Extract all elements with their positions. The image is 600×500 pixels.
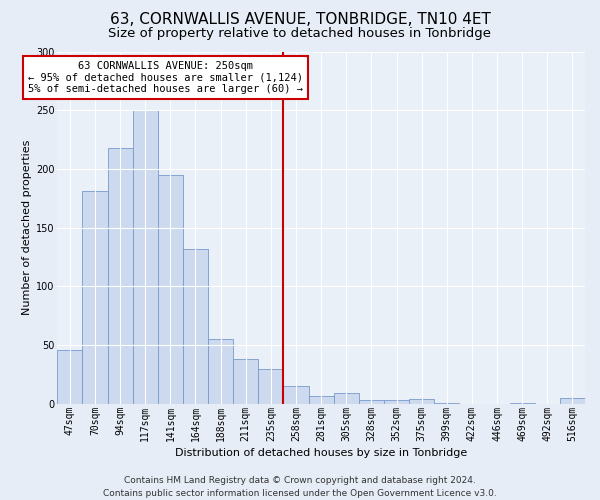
Bar: [384, 400, 409, 404]
Bar: [259, 368, 283, 404]
Bar: [183, 249, 208, 404]
Bar: [283, 386, 308, 404]
Y-axis label: Number of detached properties: Number of detached properties: [22, 140, 32, 316]
Bar: [308, 396, 334, 404]
Bar: [334, 394, 359, 404]
Bar: [509, 402, 535, 404]
Text: 63, CORNWALLIS AVENUE, TONBRIDGE, TN10 4ET: 63, CORNWALLIS AVENUE, TONBRIDGE, TN10 4…: [110, 12, 490, 28]
Bar: [158, 175, 183, 404]
Bar: [133, 110, 158, 404]
Bar: [82, 192, 107, 404]
Bar: [107, 148, 133, 404]
Bar: [57, 350, 82, 404]
Bar: [359, 400, 384, 404]
Bar: [560, 398, 585, 404]
Text: Contains HM Land Registry data © Crown copyright and database right 2024.
Contai: Contains HM Land Registry data © Crown c…: [103, 476, 497, 498]
Text: Size of property relative to detached houses in Tonbridge: Size of property relative to detached ho…: [109, 28, 491, 40]
Bar: [409, 399, 434, 404]
Text: 63 CORNWALLIS AVENUE: 250sqm
← 95% of detached houses are smaller (1,124)
5% of : 63 CORNWALLIS AVENUE: 250sqm ← 95% of de…: [28, 61, 303, 94]
Bar: [233, 360, 259, 404]
Bar: [434, 402, 460, 404]
X-axis label: Distribution of detached houses by size in Tonbridge: Distribution of detached houses by size …: [175, 448, 467, 458]
Bar: [208, 340, 233, 404]
